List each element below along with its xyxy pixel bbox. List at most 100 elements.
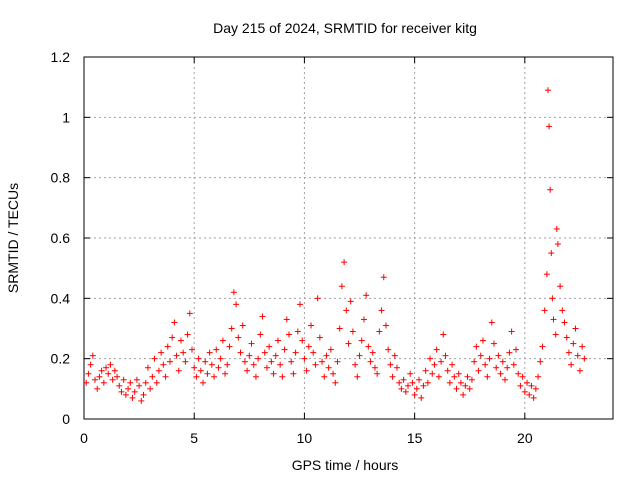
data-point (323, 352, 330, 359)
data-point (263, 364, 270, 371)
y-tick-label: 0 (62, 411, 70, 427)
data-point (105, 370, 112, 377)
data-point (468, 376, 475, 383)
data-point (354, 373, 361, 380)
data-point (576, 367, 583, 374)
data-point (166, 358, 173, 365)
data-point (252, 373, 259, 380)
data-point (138, 397, 145, 404)
data-point (369, 349, 376, 356)
data-point (446, 379, 453, 386)
data-point (191, 364, 198, 371)
data-point (107, 361, 114, 368)
data-point (158, 349, 165, 356)
data-point (495, 352, 502, 359)
data-point (270, 370, 277, 377)
data-point (409, 379, 416, 386)
data-point (294, 328, 301, 335)
data-point (160, 361, 167, 368)
data-point (490, 340, 497, 347)
data-point (515, 370, 522, 377)
data-point (464, 373, 471, 380)
data-point (563, 334, 570, 341)
data-point (244, 367, 251, 374)
data-point (257, 331, 264, 338)
data-point (460, 391, 467, 398)
data-point (396, 379, 403, 386)
data-point (358, 337, 365, 344)
data-point (301, 355, 308, 362)
y-tick-label: 0.8 (51, 170, 71, 186)
data-point (475, 367, 482, 374)
data-point (226, 343, 233, 350)
data-point (513, 346, 520, 353)
data-point (237, 349, 244, 356)
data-point (202, 358, 209, 365)
x-tick-label: 15 (407, 430, 423, 446)
data-point (343, 307, 350, 314)
data-point (109, 376, 116, 383)
data-point (114, 373, 121, 380)
data-point (248, 340, 255, 347)
data-point (133, 376, 140, 383)
data-point (136, 382, 143, 389)
data-point (488, 319, 495, 326)
data-point (147, 385, 154, 392)
data-point (479, 337, 486, 344)
data-point (171, 319, 178, 326)
data-point (341, 259, 348, 266)
data-point (440, 331, 447, 338)
data-point (418, 394, 425, 401)
data-point (261, 349, 268, 356)
data-point (451, 373, 458, 380)
data-point (186, 310, 193, 317)
data-point (367, 358, 374, 365)
data-point (420, 382, 427, 389)
data-point (122, 391, 129, 398)
chart-title: Day 215 of 2024, SRMTID for receiver kit… (213, 20, 477, 36)
data-point (429, 370, 436, 377)
data-point (574, 352, 581, 359)
data-point (528, 382, 535, 389)
data-point (433, 346, 440, 353)
data-point (332, 379, 339, 386)
data-point (312, 361, 319, 368)
data-point (554, 241, 561, 248)
data-point (541, 307, 548, 314)
data-point (466, 385, 473, 392)
data-point (149, 373, 156, 380)
data-point (224, 361, 231, 368)
data-point (125, 385, 132, 392)
data-point (457, 379, 464, 386)
data-point (521, 388, 528, 395)
data-point (345, 340, 352, 347)
data-point (547, 186, 554, 193)
data-point (116, 382, 123, 389)
data-point (255, 355, 262, 362)
data-point (281, 346, 288, 353)
axis-ticks: 0 0.2 0.4 0.6 0.8 1 1.2 0 5 10 15 20 (51, 49, 613, 446)
data-point (219, 337, 226, 344)
data-point (548, 250, 555, 257)
data-point (453, 385, 460, 392)
data-point (416, 376, 423, 383)
x-tick-label: 5 (190, 430, 198, 446)
data-point (499, 358, 506, 365)
data-point (539, 343, 546, 350)
data-point (543, 271, 550, 278)
data-point (213, 346, 220, 353)
data-point (215, 364, 222, 371)
data-point (524, 379, 531, 386)
data-point (129, 394, 136, 401)
data-point (92, 376, 99, 383)
data-point (449, 361, 456, 368)
data-point (374, 370, 381, 377)
data-point (279, 373, 286, 380)
data-point (363, 292, 370, 299)
data-points (83, 87, 588, 404)
data-point (442, 352, 449, 359)
data-point (288, 358, 295, 365)
y-tick-label: 0.6 (51, 230, 71, 246)
data-point (398, 385, 405, 392)
